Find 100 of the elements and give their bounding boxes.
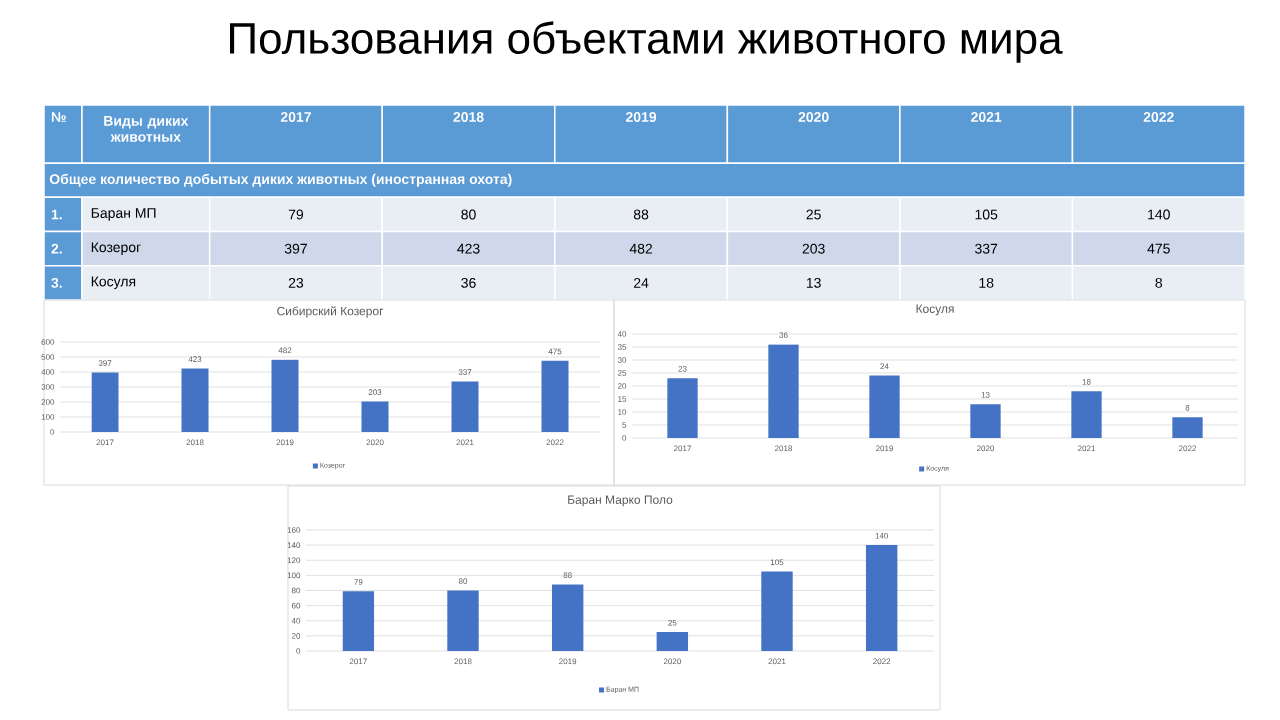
y-tick-label: 100 <box>287 572 301 579</box>
y-tick-label: 20 <box>617 383 627 389</box>
x-tick-label: 2021 <box>971 112 1002 122</box>
y-tick-label: 5 <box>622 422 627 428</box>
x-tick-label: 2022 <box>546 439 564 446</box>
y-tick-label: 0 <box>622 435 627 441</box>
x-tick-label: 2022 <box>1179 445 1196 452</box>
x-tick-label: 2019 <box>276 439 294 446</box>
data-label: 18 <box>1082 378 1091 385</box>
y-axis-title: Виды диких животных <box>104 116 189 142</box>
y-tick-label: 20 <box>291 633 301 639</box>
chart-title: Баран Марко Поло <box>568 495 673 507</box>
x-tick-label: 2018 <box>186 439 204 446</box>
data-label: 475 <box>548 348 562 355</box>
x-tick-label: 2022 <box>1143 112 1174 122</box>
data-label: 203 <box>368 389 382 396</box>
bar <box>541 360 569 432</box>
y-tick-label: 100 <box>41 414 55 420</box>
y-tick-label: 30 <box>617 357 627 363</box>
data-label: 203 <box>802 243 825 254</box>
x-tick-label: 2018 <box>775 445 793 452</box>
data-label: 24 <box>633 277 649 288</box>
data-label: 105 <box>975 209 998 220</box>
x-tick-label: 2021 <box>768 658 786 665</box>
x-tick-label: 2017 <box>674 445 691 452</box>
bar <box>865 545 898 651</box>
y-tick-label: 140 <box>287 542 301 548</box>
y-tick-label: 120 <box>287 557 301 564</box>
y-tick-label: 300 <box>41 384 55 390</box>
x-tick-label: 2019 <box>625 112 657 122</box>
y-tick-label: 35 <box>617 344 627 350</box>
data-label: 24 <box>880 363 889 370</box>
data-label: 8 <box>1185 404 1190 411</box>
x-tick-label: 2018 <box>454 658 472 665</box>
y-tick-label: 0 <box>296 648 301 654</box>
y-tick-label: 200 <box>41 399 55 405</box>
bar <box>342 591 375 651</box>
y-tick-label: 10 <box>618 409 627 415</box>
text: 3. <box>51 277 62 288</box>
data-label: 23 <box>288 277 304 288</box>
chart-title: Пользования объектами животного мира <box>230 21 1063 63</box>
y-tick-label: 500 <box>41 354 55 360</box>
text: 2. <box>51 243 62 254</box>
bar <box>869 375 900 438</box>
x-tick-label: 2021 <box>456 439 474 446</box>
x-tick-label: 2020 <box>663 658 681 665</box>
data-label: 25 <box>668 619 677 626</box>
y-tick-label: 600 <box>41 339 55 345</box>
data-label: 88 <box>633 209 649 220</box>
chart-title: Косуля <box>916 304 954 316</box>
bar <box>447 590 479 651</box>
y-tick-label: 40 <box>291 617 301 624</box>
y-tick-label: 80 <box>291 587 301 594</box>
bar <box>181 368 209 432</box>
bar <box>271 359 299 432</box>
bar <box>1071 391 1102 438</box>
x-tick-label: 2022 <box>873 658 891 665</box>
data-label: 25 <box>806 209 821 220</box>
x-tick-label: 2019 <box>876 445 894 452</box>
data-label: 13 <box>806 277 821 288</box>
data-label: 397 <box>284 243 307 254</box>
data-label: 18 <box>979 277 994 288</box>
chart-title: Сибирский Козерог <box>277 306 384 318</box>
data-label: 482 <box>278 347 292 354</box>
data-label: 105 <box>770 559 784 566</box>
bar <box>361 401 389 432</box>
data-label: 140 <box>1148 209 1170 220</box>
data-label: 475 <box>1147 243 1170 254</box>
x-tick-label: 2017 <box>280 112 311 122</box>
data-label: 140 <box>875 532 889 539</box>
data-label: 80 <box>458 578 468 584</box>
data-label: 79 <box>288 209 304 220</box>
x-tick-label: 2017 <box>96 439 114 446</box>
data-label: 337 <box>975 243 998 254</box>
y-tick-label: Козерог <box>91 242 141 255</box>
data-label: 88 <box>563 572 572 578</box>
y-tick-label: Баран МП <box>91 208 156 221</box>
y-tick-label: 0 <box>50 429 55 435</box>
data-label: 423 <box>188 356 202 363</box>
data-label: 36 <box>779 332 788 338</box>
data-label: 482 <box>629 243 653 254</box>
bar <box>551 584 584 651</box>
y-tick-label: 400 <box>41 369 55 375</box>
x-tick-label: 2018 <box>453 112 484 122</box>
bar <box>656 632 689 651</box>
data-label: 423 <box>457 243 480 254</box>
y-tick-label: 60 <box>291 602 301 609</box>
bar <box>761 571 793 651</box>
y-tick-label: 40 <box>617 331 627 337</box>
text: 1. <box>51 209 62 220</box>
data-label: 397 <box>98 360 112 366</box>
y-tick-label: 160 <box>287 527 301 533</box>
text: № <box>51 112 66 122</box>
x-tick-label: 2020 <box>977 445 995 452</box>
y-tick-label: Косуля <box>91 276 136 290</box>
bar <box>1172 417 1203 438</box>
y-tick-label: 15 <box>618 396 627 402</box>
data-label: 79 <box>354 579 363 585</box>
bar <box>768 344 799 438</box>
chart-subtitle: Общее количество добытых диких животных (иностранная охота) <box>49 173 512 187</box>
